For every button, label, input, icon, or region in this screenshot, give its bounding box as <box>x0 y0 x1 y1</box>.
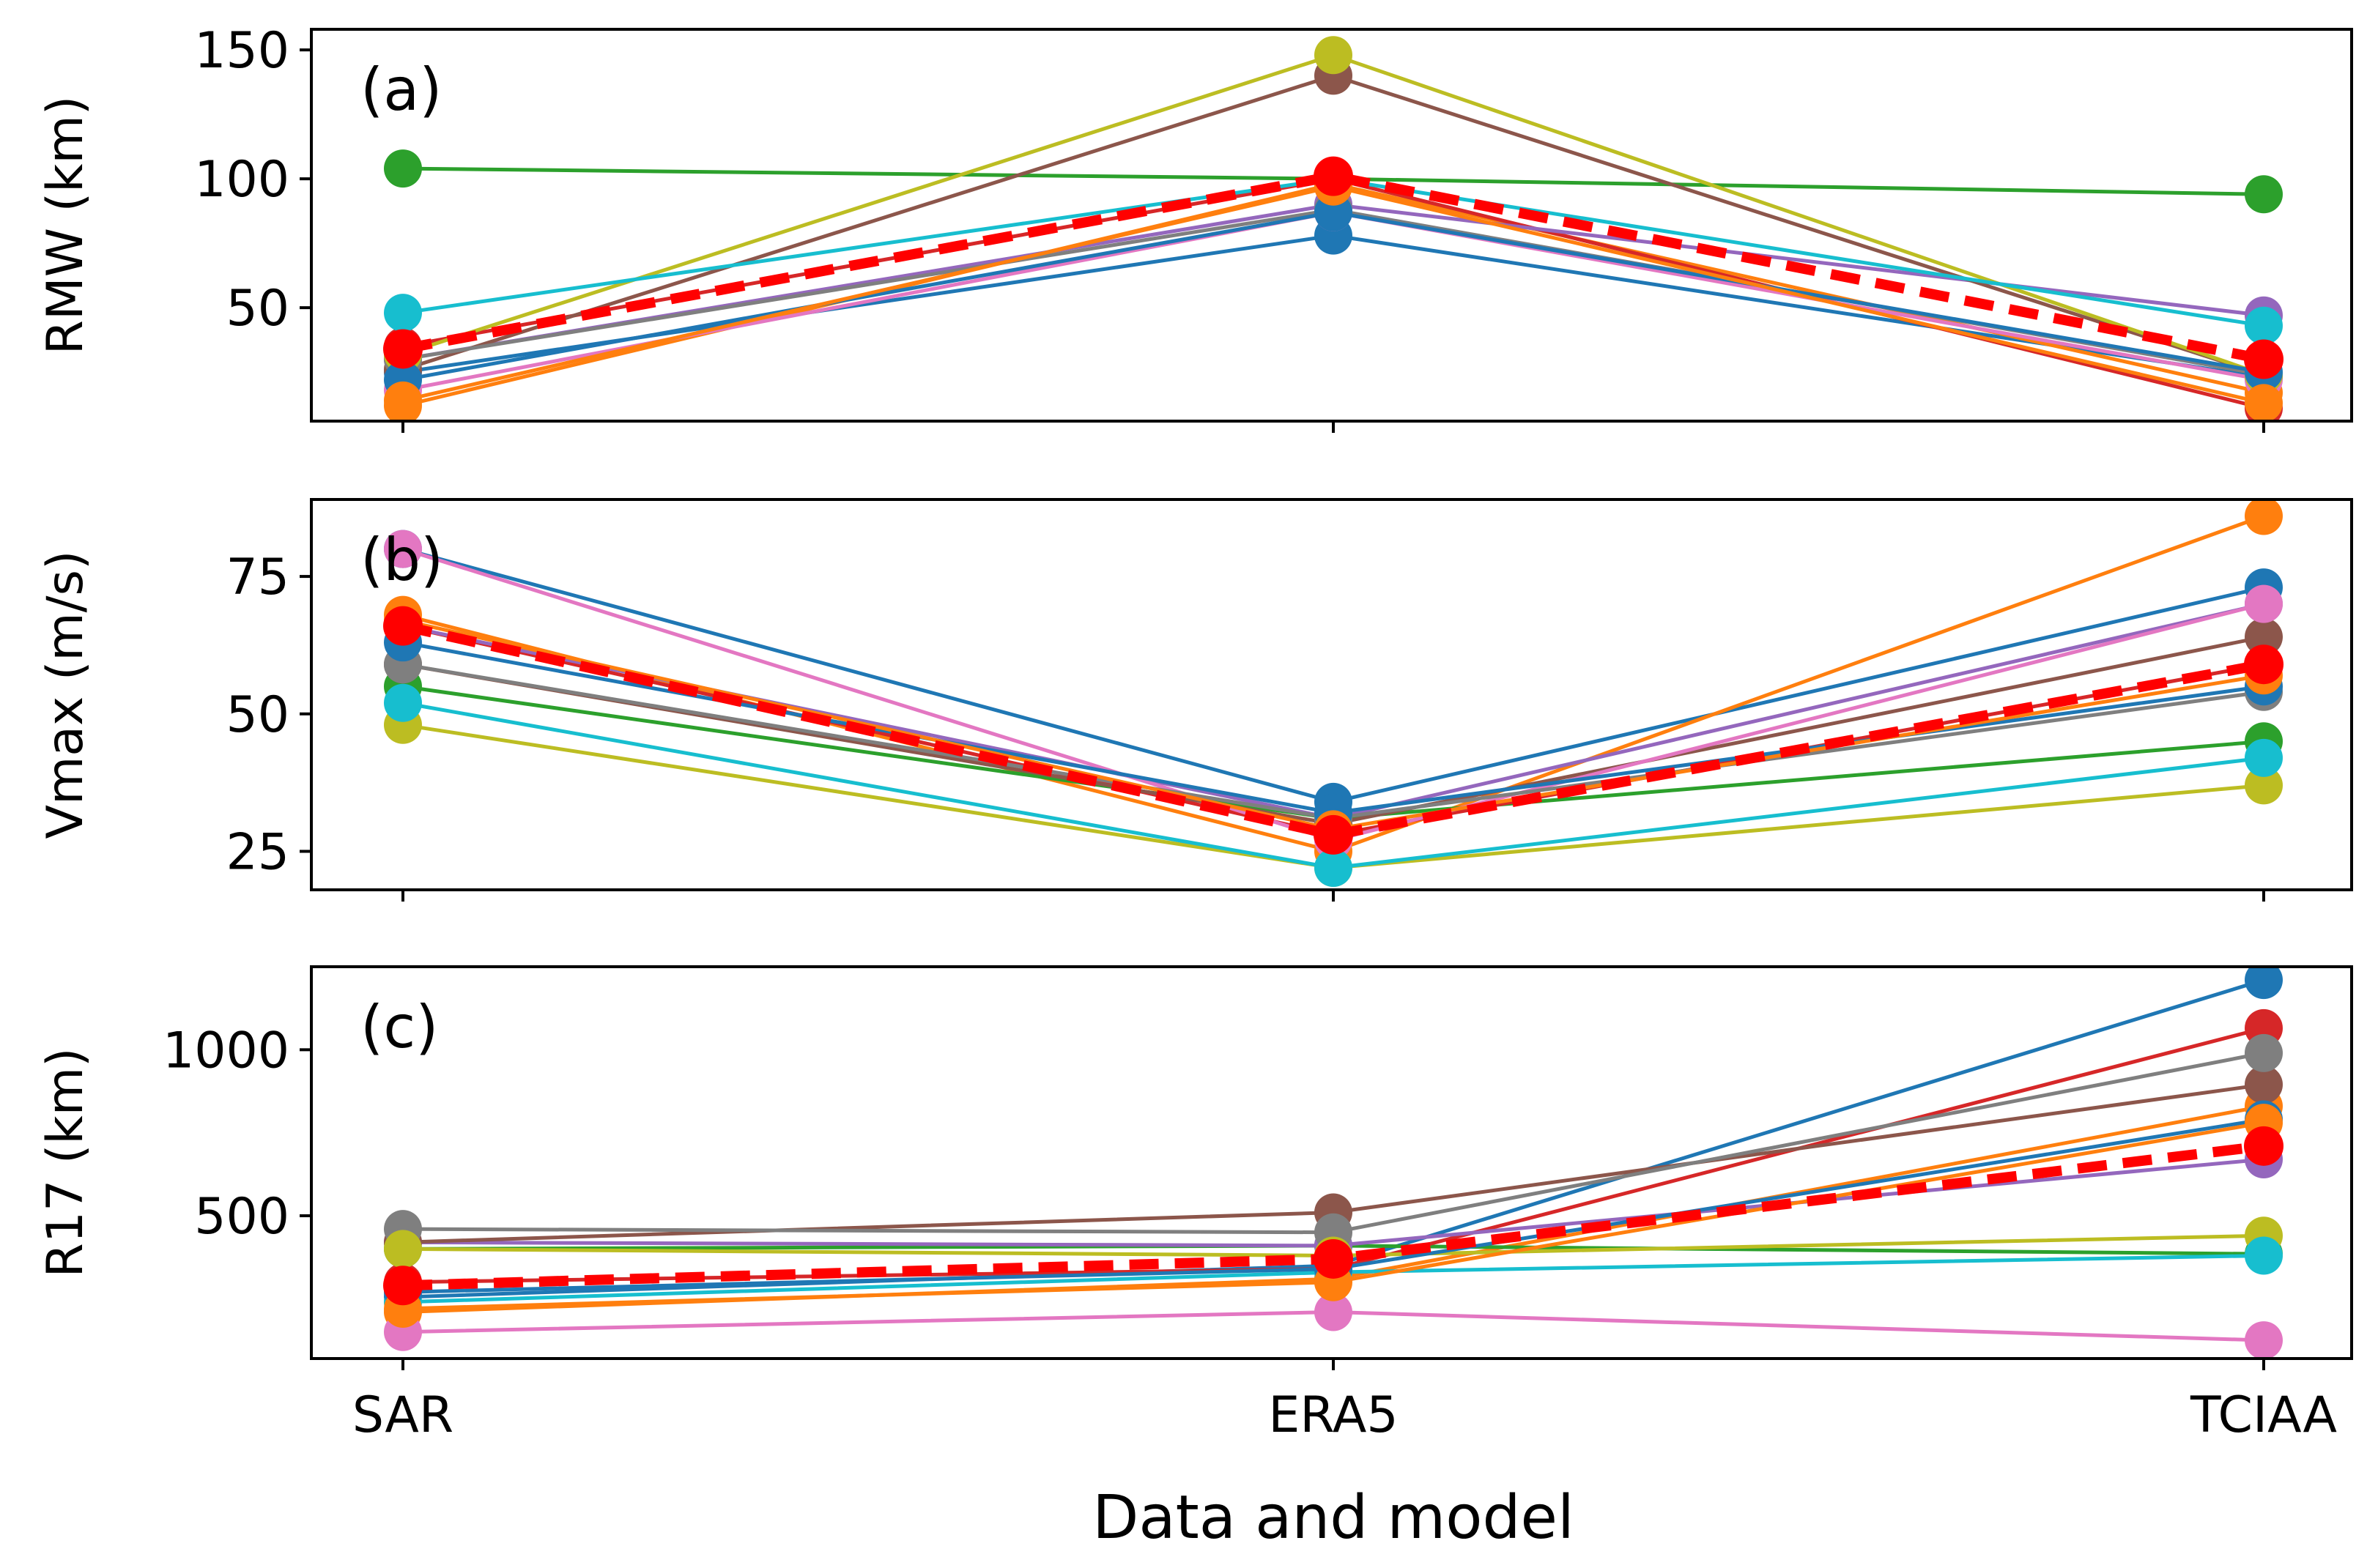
data-point-c9-sar <box>384 294 422 332</box>
data-point-c9-sar <box>384 683 422 722</box>
data-point-mean-sar <box>383 606 423 646</box>
y-tick-label: 50 <box>226 280 289 338</box>
data-point-c2-sar <box>384 149 422 188</box>
data-point-mean-era5 <box>1314 814 1353 855</box>
x-tick-label: TCIAA <box>2190 1386 2337 1444</box>
panel-1: 50 100 150 RMW (km) (a) <box>37 22 2353 433</box>
x-tick-label: SAR <box>352 1386 453 1444</box>
panel-label: (b) <box>360 526 443 594</box>
data-point-c6-tciaa <box>2245 1321 2283 1359</box>
y-axis-title: Vmax (m/s) <box>37 551 95 839</box>
y-tick-label: 500 <box>194 1188 289 1246</box>
x-axis-title: Data and model <box>1092 1483 1574 1553</box>
plot-area <box>383 967 2283 1359</box>
data-point-c9-tciaa <box>2245 306 2283 345</box>
panel-frame <box>310 965 2353 1360</box>
data-point-c6-tciaa <box>2245 584 2283 623</box>
y-tick-label: 75 <box>226 549 289 606</box>
y-tick-label: 150 <box>194 22 289 80</box>
data-point-c5-tciaa <box>2245 617 2283 656</box>
data-point-mean-sar <box>383 1266 423 1306</box>
panel-2: 25 50 75 Vmax (m/s) (b) <box>37 498 2353 902</box>
y-tick-label: 100 <box>194 151 289 209</box>
y-axis-title: R17 (km) <box>37 1047 95 1277</box>
data-point-c8-tciaa <box>2245 766 2283 805</box>
data-point-c8-era5 <box>1314 36 1352 75</box>
data-point-c6-sar <box>384 530 422 568</box>
data-point-c9-era5 <box>1314 848 1352 887</box>
panel-frame <box>310 498 2353 891</box>
panel-frame <box>310 28 2353 423</box>
data-point-mean-sar <box>383 329 423 369</box>
data-point-c2-tciaa <box>2245 175 2283 214</box>
data-point-c8-sar <box>384 1230 422 1268</box>
data-point-mean-era5 <box>1314 1238 1353 1279</box>
data-point-c9-tciaa <box>2245 1236 2283 1275</box>
x-tick-label: ERA5 <box>1268 1386 1398 1444</box>
data-point-mean-tciaa <box>2244 1126 2283 1166</box>
data-point-c1-tciaa <box>2245 499 2283 535</box>
data-point-mean-era5 <box>1314 156 1353 196</box>
data-point-c5-tciaa <box>2245 1065 2283 1104</box>
y-tick-label: 1000 <box>163 1022 289 1080</box>
data-point-c9-tciaa <box>2245 738 2283 777</box>
data-point-mean-tciaa <box>2244 644 2283 685</box>
data-point-c11-tciaa <box>2245 384 2283 421</box>
plot-area <box>383 499 2283 887</box>
data-point-c7-tciaa <box>2245 1033 2283 1072</box>
data-point-c0-tciaa <box>2245 967 2283 1000</box>
panel-label: (c) <box>360 993 438 1061</box>
y-tick-label: 25 <box>226 823 289 881</box>
data-point-c6-era5 <box>1314 1293 1352 1331</box>
data-point-mean-tciaa <box>2244 339 2283 379</box>
y-axis-title: RMW (km) <box>37 96 95 354</box>
panel-3: 500 1000 R17 (km) (c) <box>37 965 2353 1370</box>
y-tick-label: 50 <box>226 686 289 744</box>
panel-label: (a) <box>360 56 442 124</box>
plot-area <box>383 36 2283 421</box>
data-point-c11-sar <box>384 381 422 420</box>
